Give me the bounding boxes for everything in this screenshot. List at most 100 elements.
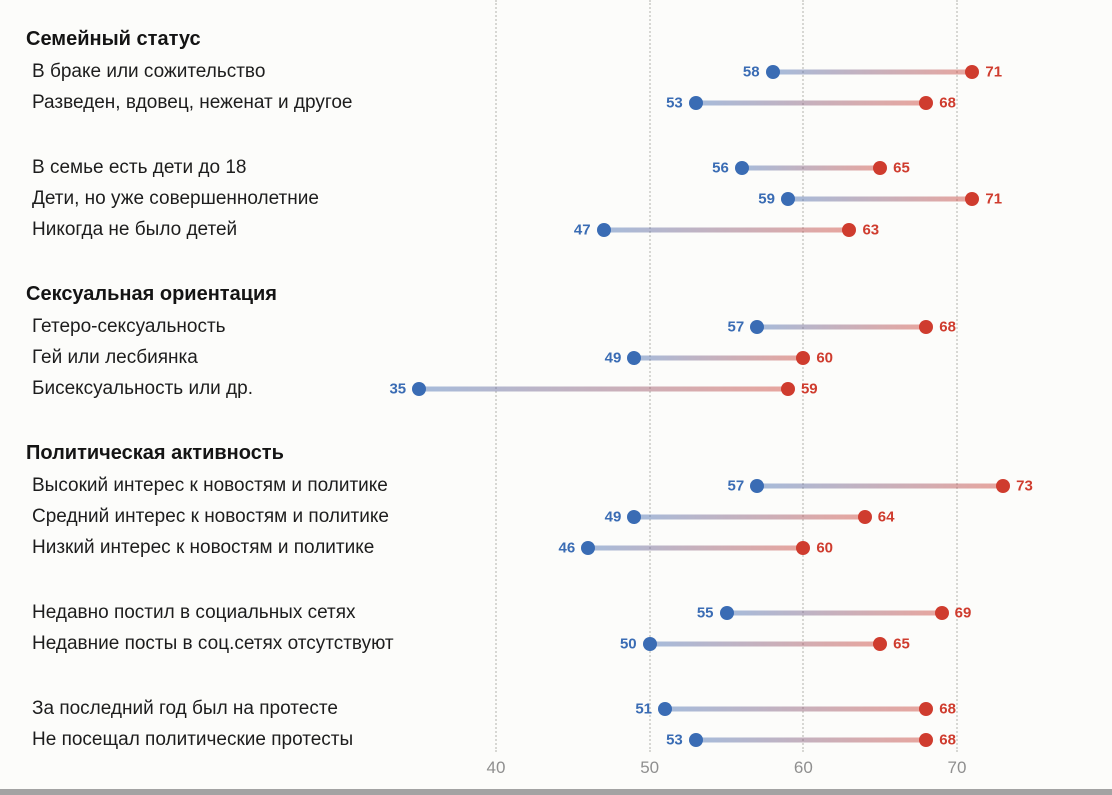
start-value-label: 35 [389, 380, 407, 397]
end-dot [780, 381, 795, 396]
end-dot [919, 701, 934, 716]
end-dot [996, 478, 1011, 493]
start-value-label: 57 [727, 477, 745, 494]
start-dot [658, 701, 673, 716]
end-dot [873, 636, 888, 651]
category-label: В браке или сожительство [32, 60, 266, 82]
x-axis-tick-label: 50 [640, 758, 660, 777]
dumbbell-connector [772, 69, 973, 74]
dumbbell-connector [695, 737, 927, 742]
start-value-label: 59 [758, 190, 775, 207]
chart-row: Высокий интерес к новостям и политике 57 7… [0, 470, 1112, 501]
category-label: Не посещал политические протесты [32, 728, 354, 750]
end-dot [857, 509, 872, 524]
x-axis-tick-label: 40 [486, 758, 506, 777]
chart-group: Семейный статус В браке или сожительство 5… [0, 22, 1112, 245]
dumbbell-connector [634, 355, 804, 360]
start-value-label: 49 [604, 349, 622, 366]
category-label: Недавно постил в социальных сетях [32, 601, 356, 623]
category-label: Никогда не было детей [32, 218, 238, 240]
chart-row: За последний год был на протесте 51 68 [0, 693, 1112, 724]
start-value-label: 56 [712, 159, 729, 176]
dumbbell-connector [787, 196, 973, 201]
chart-row: Никогда не было детей 47 63 [0, 214, 1112, 245]
end-value-label: 71 [985, 63, 1003, 80]
chart-row: Разведен, вдовец, неженат и другое 53 68 [0, 87, 1112, 118]
start-dot [750, 319, 765, 334]
start-dot [581, 540, 596, 555]
category-label: Разведен, вдовец, неженат и другое [32, 91, 353, 113]
category-label: Гетеро-сексуальность [32, 315, 226, 337]
end-value-label: 68 [939, 700, 956, 717]
group-header: Сексуальная ориентация [26, 282, 277, 305]
chart-row: Недавние посты в соц.сетях отсутствуют 50… [0, 628, 1112, 659]
dumbbell-connector [757, 324, 927, 329]
start-value-label: 53 [666, 94, 683, 111]
end-value-label: 65 [893, 635, 910, 652]
chart-row: Недавно постил в социальных сетях 55 69 [0, 597, 1112, 628]
start-value-label: 55 [696, 604, 714, 621]
end-value-label: 68 [939, 94, 956, 111]
start-dot [627, 350, 642, 365]
end-value-label: 69 [954, 604, 972, 621]
category-label: Средний интерес к новостям и политике [32, 505, 389, 527]
end-dot [965, 64, 980, 79]
row-gap [0, 659, 1112, 693]
dumbbell-connector [726, 610, 942, 615]
category-label: За последний год был на протесте [32, 697, 338, 719]
category-label: Гей или лесбиянка [32, 346, 198, 368]
category-label: Низкий интерес к новостям и политике [32, 536, 375, 558]
gridline [495, 0, 497, 752]
dumbbell-connector [757, 483, 1004, 488]
start-value-label: 53 [666, 731, 683, 748]
footer-strip [0, 789, 1112, 795]
chart-row: Не посещал политические протесты 53 68 [0, 724, 1112, 755]
start-dot [750, 478, 765, 493]
dumbbell-connector [419, 386, 788, 391]
chart-row: Низкий интерес к новостям и политике 46 60 [0, 532, 1112, 563]
row-gap [0, 118, 1112, 152]
dumbbell-connector [603, 227, 850, 232]
chart-row: В браке или сожительство 58 71 [0, 56, 1112, 87]
start-dot [734, 160, 749, 175]
end-dot [919, 732, 934, 747]
end-value-label: 68 [939, 731, 956, 748]
dumbbell-connector [695, 100, 927, 105]
end-value-label: 63 [862, 221, 880, 238]
x-axis-tick-label: 60 [793, 758, 813, 777]
category-label: Дети, но уже совершеннолетние [32, 187, 319, 209]
end-value-label: 68 [939, 318, 956, 335]
chart-row: Дети, но уже совершеннолетние 59 71 [0, 183, 1112, 214]
end-value-label: 60 [816, 539, 834, 556]
start-dot [719, 605, 734, 620]
chart-group: Политическая активность Высокий интерес к… [0, 436, 1112, 755]
start-value-label: 51 [635, 700, 653, 717]
start-dot [688, 732, 703, 747]
dumbbell-connector [588, 545, 804, 550]
start-dot [765, 64, 780, 79]
start-dot [627, 509, 642, 524]
start-value-label: 50 [619, 635, 637, 652]
group-header: Политическая активность [26, 441, 284, 464]
start-dot [412, 381, 427, 396]
chart-row: Гетеро-сексуальность 57 68 [0, 311, 1112, 342]
category-label: Высокий интерес к новостям и политике [32, 474, 388, 496]
start-value-label: 58 [742, 63, 760, 80]
dumbbell-connector [665, 706, 927, 711]
start-value-label: 46 [558, 539, 576, 556]
chart-group: Сексуальная ориентация Гетеро-сексуальнос… [0, 277, 1112, 404]
start-value-label: 47 [573, 221, 591, 238]
end-dot [796, 350, 811, 365]
start-dot [596, 222, 611, 237]
end-value-label: 60 [816, 349, 834, 366]
dumbbell-connector [741, 165, 881, 170]
end-dot [796, 540, 811, 555]
category-label: В семье есть дети до 18 [32, 156, 247, 178]
start-value-label: 57 [727, 318, 745, 335]
chart-row: Гей или лесбиянка 49 60 [0, 342, 1112, 373]
end-dot [919, 319, 934, 334]
end-value-label: 71 [985, 190, 1003, 207]
